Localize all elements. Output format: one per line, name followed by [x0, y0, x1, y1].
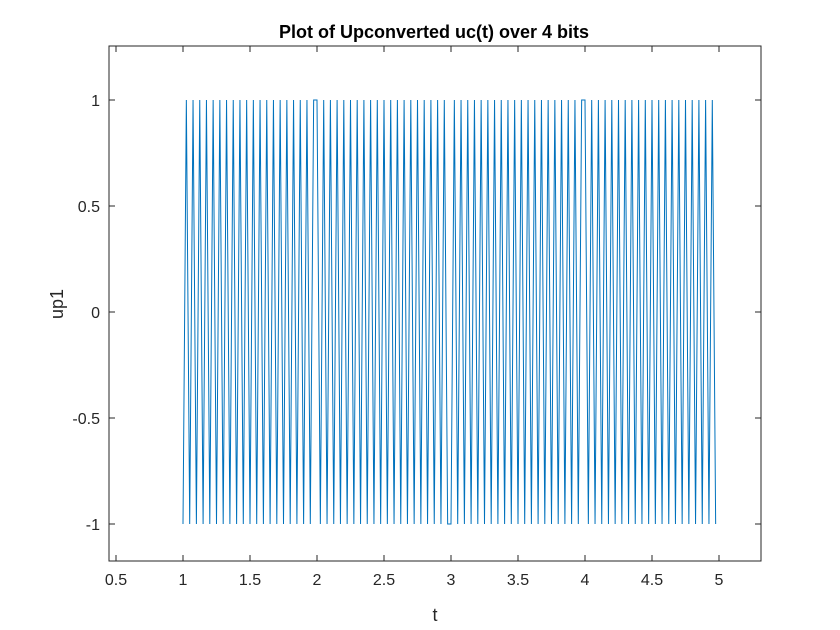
- x-tick-label: 3: [447, 572, 456, 589]
- signal-line-layer: [182, 99, 717, 525]
- y-tick-label: 0.5: [78, 199, 100, 216]
- y-tick-label: 1: [91, 93, 100, 110]
- x-tick-label: 0.5: [105, 572, 127, 589]
- x-tick-label: 3.5: [507, 572, 529, 589]
- y-tick-label: 0: [91, 305, 100, 322]
- plot-area: 0.5 1 1.5 2 2.5 3 3.5 4 4.5 5 -1 -0.5 0 0.5 1: [72, 45, 762, 589]
- y-tick-label: -1: [86, 517, 100, 534]
- y-axis-ticks: -1 -0.5 0 0.5 1: [72, 93, 761, 534]
- x-tick-label: 1: [179, 572, 188, 589]
- y-axis-label: up1: [47, 289, 67, 319]
- x-tick-label: 2.5: [373, 572, 395, 589]
- x-tick-label: 5: [715, 572, 724, 589]
- x-axis-ticks: 0.5 1 1.5 2 2.5 3 3.5 4 4.5 5: [105, 46, 724, 589]
- signal-line-up1: [182, 99, 717, 525]
- chart-title: Plot of Upconverted uc(t) over 4 bits: [279, 22, 589, 42]
- x-tick-label: 4: [581, 572, 590, 589]
- x-tick-label: 1.5: [239, 572, 261, 589]
- x-tick-label: 4.5: [641, 572, 663, 589]
- x-tick-label: 2: [313, 572, 322, 589]
- y-tick-label: -0.5: [72, 411, 100, 428]
- x-axis-label: t: [432, 605, 437, 625]
